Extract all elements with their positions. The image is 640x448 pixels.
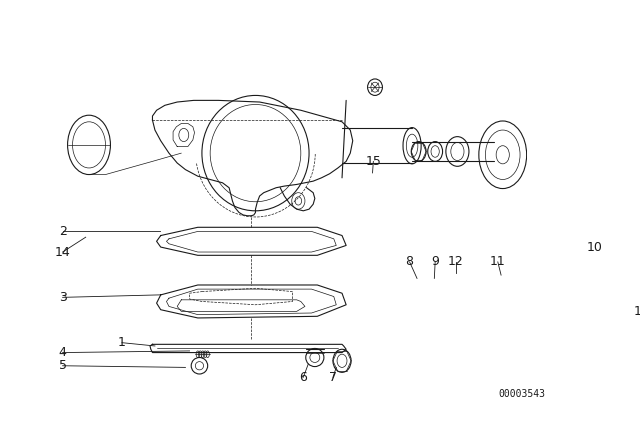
Text: 8: 8	[406, 255, 413, 268]
Text: 10: 10	[587, 241, 603, 254]
Text: 9: 9	[431, 255, 439, 268]
Ellipse shape	[566, 116, 634, 207]
Text: 00003543: 00003543	[499, 389, 546, 399]
Text: 4: 4	[59, 346, 67, 359]
Text: 15: 15	[365, 155, 381, 168]
Text: 1: 1	[118, 336, 126, 349]
Text: 6: 6	[300, 371, 307, 384]
Text: 5: 5	[59, 359, 67, 372]
Text: 14: 14	[55, 246, 70, 258]
Text: 7: 7	[329, 371, 337, 384]
Text: 2: 2	[59, 225, 67, 238]
Text: 12: 12	[448, 255, 463, 268]
Text: 11: 11	[490, 255, 506, 268]
Text: 13: 13	[634, 305, 640, 318]
Text: 3: 3	[59, 291, 67, 304]
